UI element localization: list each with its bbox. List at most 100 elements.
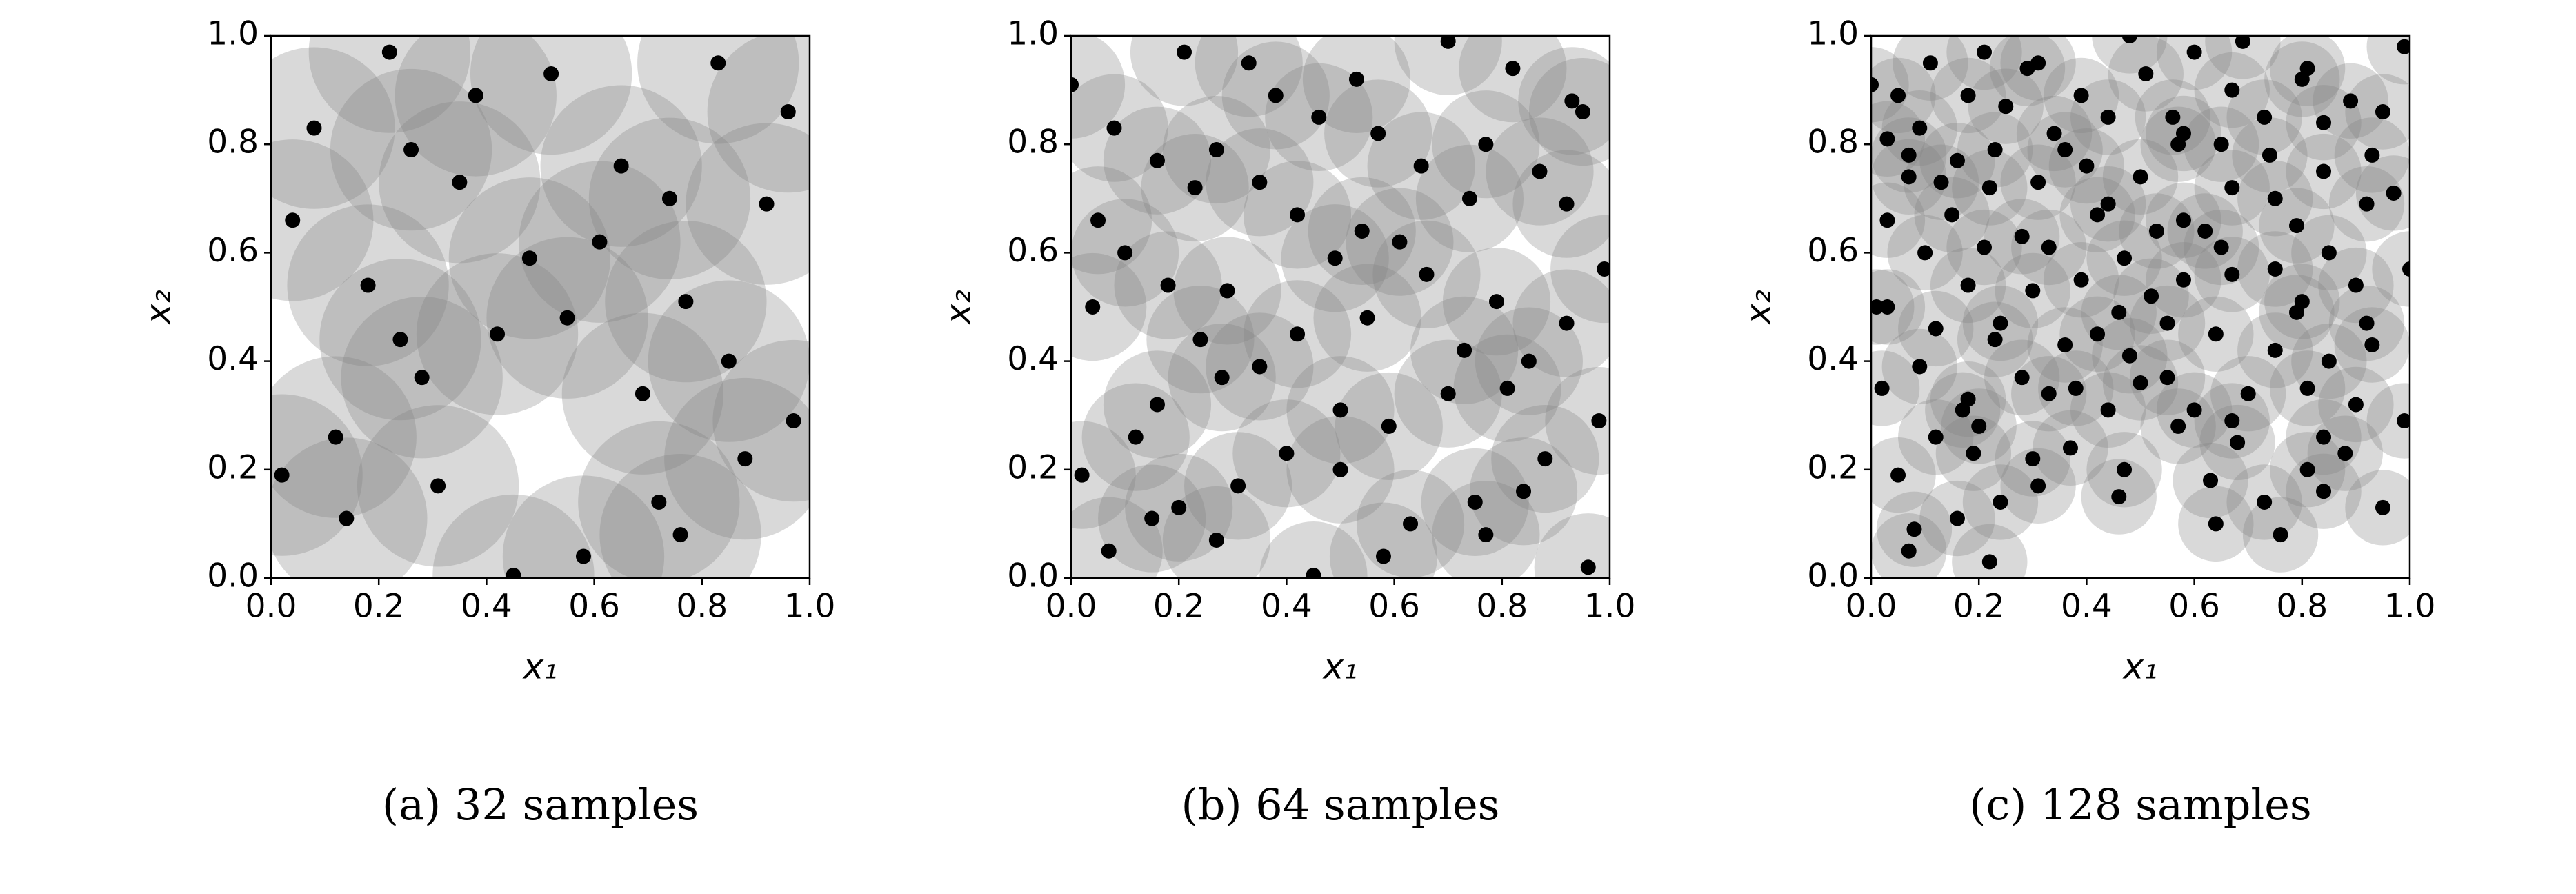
subplot: 0.0 0.2 0.4 0.6 0.8 1.0 0.0 0.2 0.4 0.6 0.8 1.0 x₁ x₂… — [139, 15, 836, 831]
sample-point — [1311, 109, 1327, 125]
sample-point — [651, 494, 667, 510]
sample-point — [2144, 288, 2159, 304]
sample-point — [1906, 522, 1922, 537]
sample-point — [2062, 440, 2078, 456]
sample-point — [1933, 175, 1949, 190]
sample-point — [2273, 527, 2288, 543]
sample-point — [2213, 137, 2229, 152]
sample-point — [2402, 261, 2410, 277]
sample-point — [1998, 99, 2014, 115]
sample-point — [274, 467, 290, 483]
sample-point — [2041, 239, 2057, 255]
coverage-layer — [1871, 36, 2410, 578]
sample-point — [1375, 548, 1391, 564]
coverage-circle — [271, 437, 428, 578]
sample-point — [1071, 77, 1079, 92]
x-tick-label: 0.2 — [1153, 588, 1205, 626]
sample-point — [672, 527, 688, 543]
sample-point — [1977, 44, 1993, 60]
sample-point — [1478, 527, 1494, 543]
coverage-circle — [1071, 421, 1136, 529]
sample-point — [2133, 169, 2148, 185]
sample-point — [1359, 310, 1375, 326]
sample-point — [1101, 543, 1117, 559]
sample-point — [575, 548, 591, 564]
coverage-circle — [1871, 269, 1926, 345]
sample-point — [360, 277, 376, 293]
sample-point — [2030, 55, 2046, 71]
sample-point — [521, 250, 537, 266]
sample-point — [1268, 88, 1284, 103]
sample-point — [2041, 386, 2057, 401]
sample-point — [1457, 342, 1472, 358]
sample-point — [759, 196, 775, 212]
sample-point — [1928, 321, 1944, 337]
sample-point — [506, 568, 521, 578]
sample-point — [1949, 152, 1965, 168]
coverage-circle — [1518, 47, 1610, 155]
sample-point — [1890, 467, 1906, 483]
sample-point — [2397, 413, 2410, 429]
x-tick-label: 0.4 — [461, 588, 512, 626]
sample-point — [1461, 190, 1477, 206]
coverage-circle — [1952, 524, 2028, 578]
sample-point — [1440, 36, 1456, 49]
sample-point — [285, 212, 301, 228]
sample-point — [1966, 446, 1981, 461]
subplot: 0.0 0.2 0.4 0.6 0.8 1.0 0.0 0.2 0.4 0.6 0.8 1.0 x₁ x₂… — [1739, 15, 2436, 831]
axes-frame — [1070, 34, 1611, 579]
y-tick-label: 0.4 — [1807, 340, 1859, 378]
sample-point — [1874, 380, 1890, 396]
sample-point — [1403, 516, 1419, 532]
sample-point — [1971, 418, 1987, 434]
sample-point — [1348, 71, 1364, 87]
sample-point — [1981, 180, 1997, 196]
sample-point — [2375, 104, 2390, 120]
sample-point — [2138, 66, 2154, 82]
sample-point — [2321, 245, 2337, 261]
y-axis-label: x₂ — [139, 290, 179, 326]
sample-point — [1901, 147, 1917, 163]
sample-point — [2197, 223, 2213, 239]
coverage-circle — [271, 139, 374, 301]
sample-point — [1993, 494, 2008, 510]
sample-point — [1922, 55, 1938, 71]
coverage-circle — [686, 123, 810, 285]
sample-point — [2262, 147, 2277, 163]
sample-point — [1192, 332, 1208, 348]
y-tick-label: 0.0 — [1007, 557, 1059, 595]
sample-point — [786, 413, 801, 429]
y-tick-label: 0.2 — [207, 448, 259, 486]
y-tick-label: 0.8 — [1007, 123, 1059, 161]
sample-point — [1332, 402, 1348, 418]
coverage-circle — [271, 47, 395, 209]
sample-point — [2186, 44, 2202, 60]
sample-point — [452, 175, 468, 190]
sample-point — [1532, 163, 1548, 179]
sample-point — [737, 451, 753, 467]
coverage-circle — [2156, 36, 2233, 90]
x-tick-label: 0.6 — [1368, 588, 1420, 626]
sample-point — [2230, 435, 2246, 450]
sample-point — [1381, 418, 1397, 434]
sample-point — [2208, 326, 2224, 342]
sample-point — [2133, 375, 2148, 391]
sample-point — [1488, 294, 1504, 310]
sample-point — [1128, 429, 1144, 445]
sample-point — [2240, 386, 2256, 401]
sample-point — [2175, 272, 2191, 288]
sample-point — [2014, 370, 2030, 386]
coverage-circle — [502, 475, 665, 578]
sample-point — [339, 510, 355, 526]
sample-point — [1879, 299, 1895, 315]
sample-point — [1252, 359, 1268, 375]
sample-point — [2170, 418, 2186, 434]
sample-point — [592, 234, 608, 250]
coverage-circle — [1071, 252, 1147, 361]
sample-point — [1537, 451, 1553, 467]
sample-point — [1327, 250, 1343, 266]
sample-point — [1252, 175, 1268, 190]
subplot: 0.0 0.2 0.4 0.6 0.8 1.0 0.0 0.2 0.4 0.6 0.8 1.0 x₁ x₂… — [939, 15, 1636, 831]
sample-point — [1219, 283, 1235, 299]
sample-point — [1505, 61, 1521, 77]
